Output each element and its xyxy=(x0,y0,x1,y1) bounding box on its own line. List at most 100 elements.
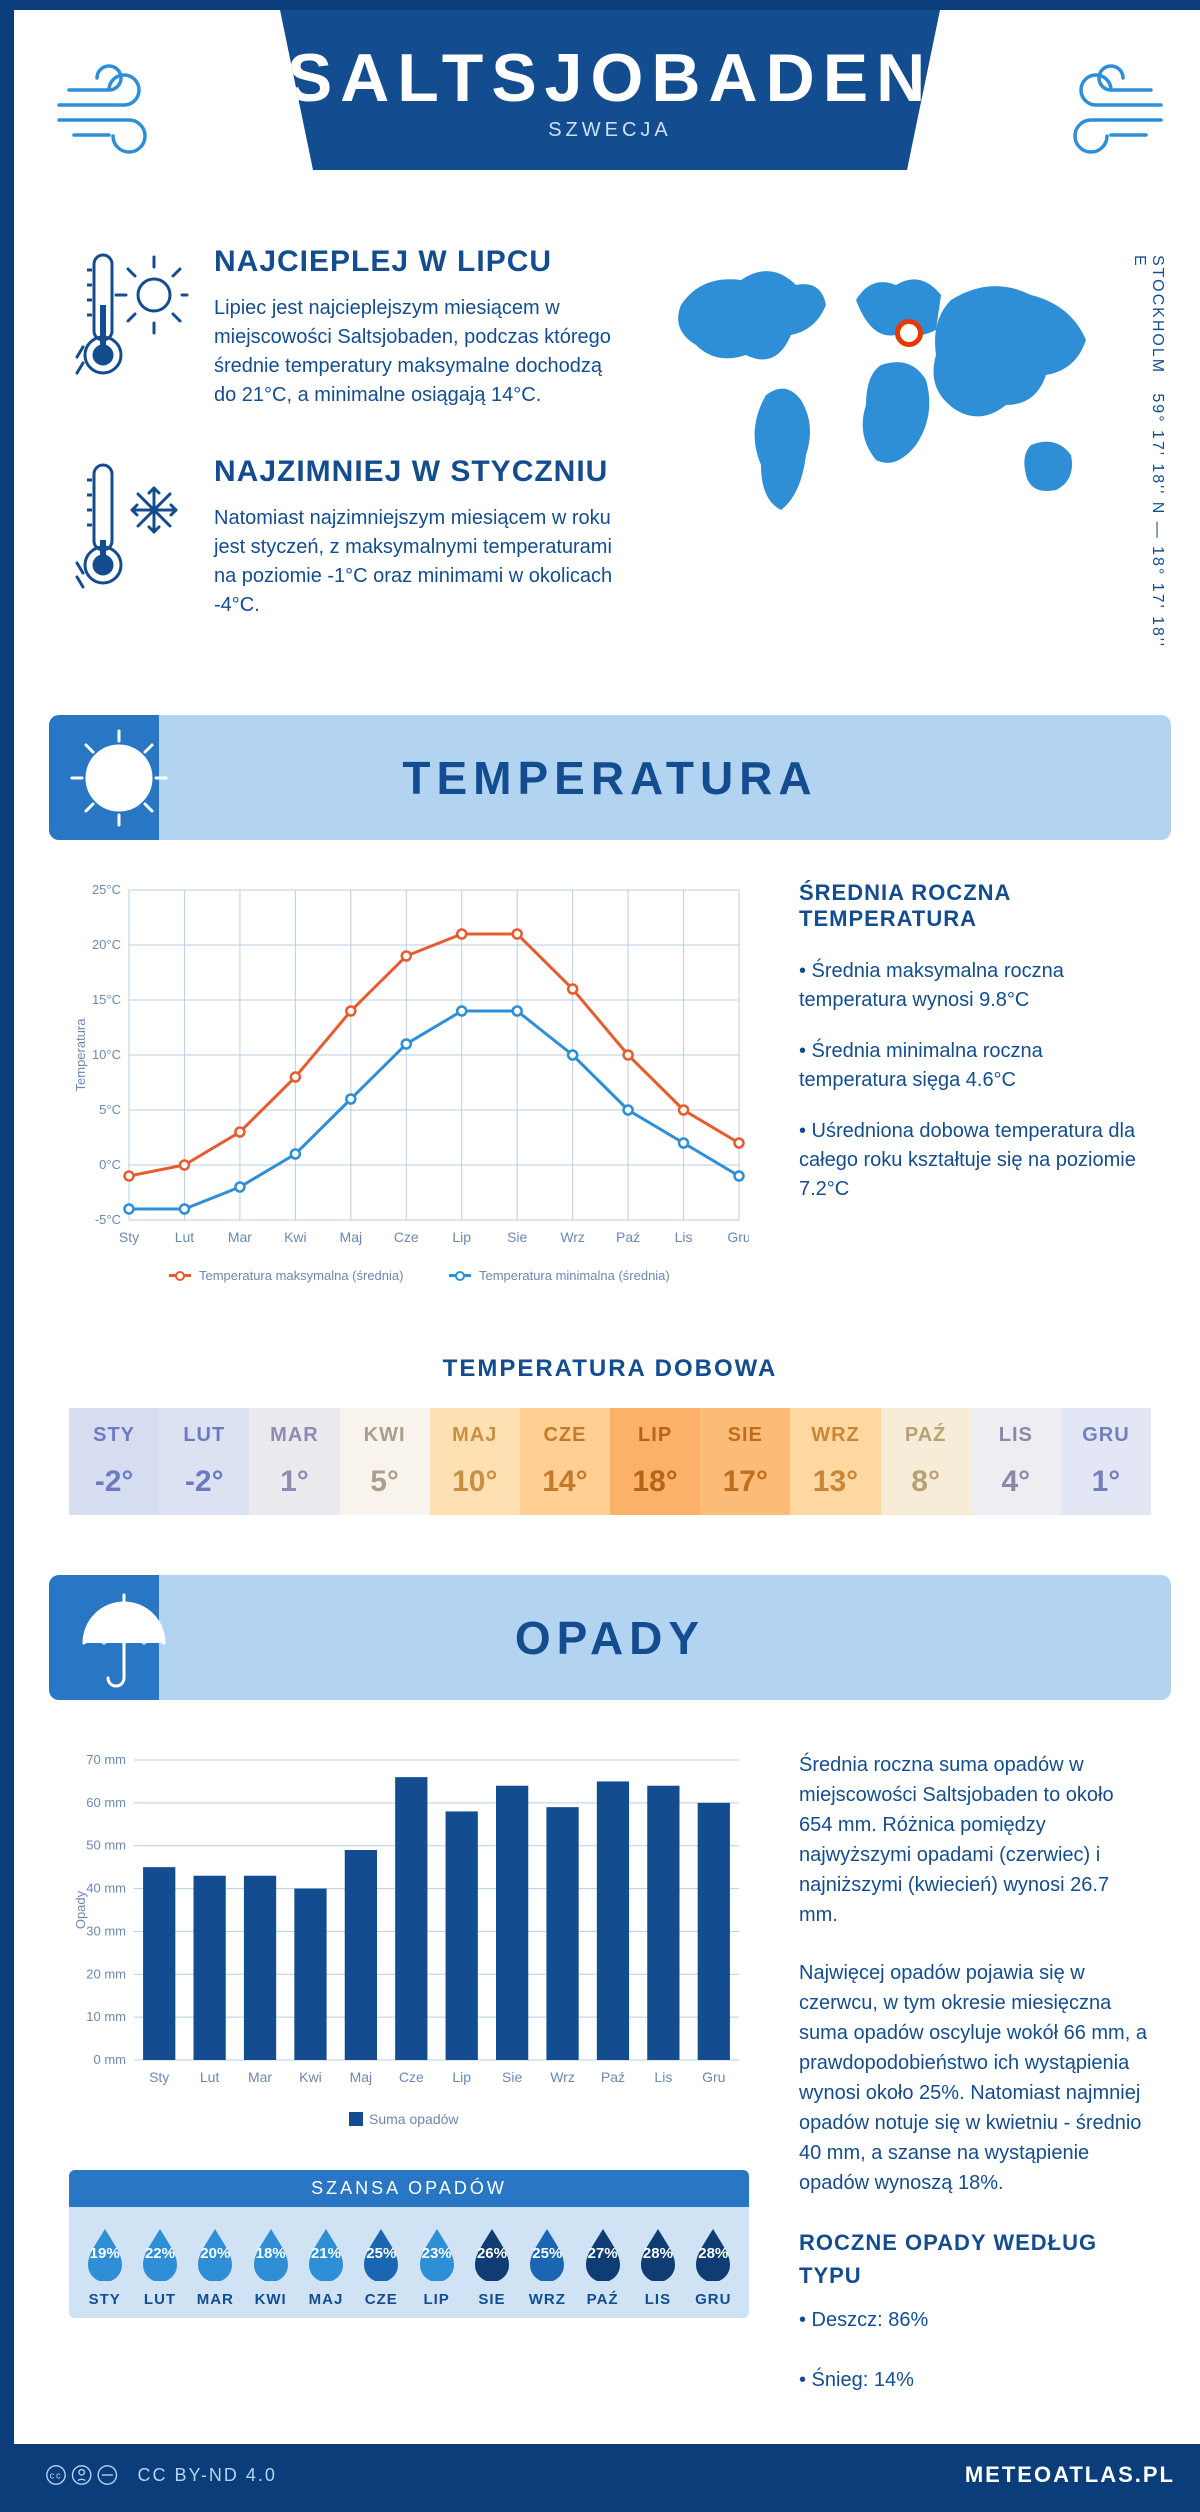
daily-cell: STY-2° xyxy=(69,1408,159,1515)
chance-item: 20%MAR xyxy=(188,2225,243,2308)
svg-text:cc: cc xyxy=(50,2471,63,2481)
precip-header: OPADY xyxy=(49,1575,1171,1700)
svg-text:Mar: Mar xyxy=(228,1229,252,1245)
avg-temp-line: • Uśredniona dobowa temperatura dla całe… xyxy=(799,1117,1151,1204)
wind-icon xyxy=(49,60,179,160)
svg-text:25°C: 25°C xyxy=(92,882,121,897)
warm-text: Lipiec jest najcieplejszym miesiącem w m… xyxy=(214,294,621,410)
thermometer-sun-icon xyxy=(69,245,189,410)
cc-icon: cc xyxy=(45,2464,128,2486)
svg-text:Cze: Cze xyxy=(399,2069,424,2085)
daily-cell: WRZ13° xyxy=(790,1408,880,1515)
svg-text:0 mm: 0 mm xyxy=(94,2052,127,2067)
daily-temp-title: TEMPERATURA DOBOWA xyxy=(14,1355,1200,1383)
svg-text:Sie: Sie xyxy=(507,1229,527,1245)
svg-text:60 mm: 60 mm xyxy=(86,1795,126,1810)
svg-text:70 mm: 70 mm xyxy=(86,1752,126,1767)
daily-cell: GRU1° xyxy=(1061,1408,1151,1515)
daily-cell: MAJ10° xyxy=(430,1408,520,1515)
umbrella-icon xyxy=(64,1583,174,1693)
chance-item: 25%CZE xyxy=(354,2225,409,2308)
svg-text:Kwi: Kwi xyxy=(284,1229,307,1245)
svg-text:Sty: Sty xyxy=(149,2069,169,2085)
svg-text:20 mm: 20 mm xyxy=(86,1966,126,1981)
svg-text:Temperatura maksymalna (średni: Temperatura maksymalna (średnia) xyxy=(199,1268,403,1283)
svg-text:-5°C: -5°C xyxy=(95,1212,121,1227)
svg-text:50 mm: 50 mm xyxy=(86,1838,126,1853)
chance-item: 28%LIS xyxy=(630,2225,685,2308)
svg-text:Cze: Cze xyxy=(394,1229,419,1245)
svg-text:10°C: 10°C xyxy=(92,1047,121,1062)
precip-p1: Średnia roczna suma opadów w miejscowośc… xyxy=(799,1750,1151,1930)
svg-text:Lut: Lut xyxy=(200,2069,220,2085)
svg-text:Lip: Lip xyxy=(452,2069,471,2085)
svg-text:Temperatura: Temperatura xyxy=(73,1018,88,1092)
svg-text:Lis: Lis xyxy=(675,1229,693,1245)
country: SZWECJA xyxy=(548,119,672,142)
precip-title: OPADY xyxy=(515,1611,705,1665)
svg-text:30 mm: 30 mm xyxy=(86,1923,126,1938)
warm-title: NAJCIEPLEJ W LIPCU xyxy=(214,245,621,279)
chance-item: 28%GRU xyxy=(686,2225,741,2308)
temperature-title: TEMPERATURA xyxy=(402,751,817,805)
precip-type-line: • Deszcz: 86% xyxy=(799,2304,1151,2336)
cold-fact: NAJZIMNIEJ W STYCZNIU Natomiast najzimni… xyxy=(69,455,621,620)
avg-temp-title: ŚREDNIA ROCZNA TEMPERATURA xyxy=(799,880,1151,932)
svg-text:40 mm: 40 mm xyxy=(86,1881,126,1896)
chance-item: 19%STY xyxy=(77,2225,132,2308)
svg-text:Lip: Lip xyxy=(452,1229,471,1245)
svg-text:Mar: Mar xyxy=(248,2069,272,2085)
daily-cell: SIE17° xyxy=(700,1408,790,1515)
city-name: SALTSJOBADEN xyxy=(287,39,933,117)
warm-fact: NAJCIEPLEJ W LIPCU Lipiec jest najcieple… xyxy=(69,245,621,410)
svg-text:Opady: Opady xyxy=(73,1890,88,1929)
daily-temp-table: STY-2°LUT-2°MAR1°KWI5°MAJ10°CZE14°LIP18°… xyxy=(69,1408,1151,1515)
svg-text:Temperatura minimalna (średnia: Temperatura minimalna (średnia) xyxy=(479,1268,670,1283)
svg-text:Gru: Gru xyxy=(702,2069,725,2085)
svg-text:Wrz: Wrz xyxy=(550,2069,575,2085)
header: SALTSJOBADEN SZWECJA xyxy=(14,10,1200,225)
svg-text:Suma opadów: Suma opadów xyxy=(369,2111,459,2127)
precip-type-title: ROCZNE OPADY WEDŁUG TYPU xyxy=(799,2226,1151,2292)
svg-text:Paź: Paź xyxy=(616,1229,640,1245)
svg-text:10 mm: 10 mm xyxy=(86,2009,126,2024)
svg-text:15°C: 15°C xyxy=(92,992,121,1007)
svg-text:0°C: 0°C xyxy=(99,1157,121,1172)
site-name: METEOATLAS.PL xyxy=(965,2462,1175,2488)
cold-title: NAJZIMNIEJ W STYCZNIU xyxy=(214,455,621,489)
chance-item: 26%SIE xyxy=(464,2225,519,2308)
avg-temp-line: • Średnia minimalna roczna temperatura s… xyxy=(799,1037,1151,1095)
daily-cell: CZE14° xyxy=(520,1408,610,1515)
chance-item: 22%LUT xyxy=(132,2225,187,2308)
avg-temp-line: • Średnia maksymalna roczna temperatura … xyxy=(799,957,1151,1015)
cold-text: Natomiast najzimniejszym miesiącem w rok… xyxy=(214,504,621,620)
chance-item: 18%KWI xyxy=(243,2225,298,2308)
svg-text:Gru: Gru xyxy=(727,1229,749,1245)
svg-text:Paź: Paź xyxy=(601,2069,625,2085)
svg-text:Maj: Maj xyxy=(340,1229,363,1245)
chance-item: 21%MAJ xyxy=(298,2225,353,2308)
temperature-chart: -5°C0°C5°C10°C15°C20°C25°CStyLutMarKwiMa… xyxy=(69,880,749,1305)
chance-title: SZANSA OPADÓW xyxy=(69,2170,749,2207)
precip-type-line: • Śnieg: 14% xyxy=(799,2364,1151,2396)
svg-text:5°C: 5°C xyxy=(99,1102,121,1117)
wind-icon xyxy=(1041,60,1171,160)
svg-text:Lut: Lut xyxy=(175,1229,195,1245)
daily-cell: KWI5° xyxy=(340,1408,430,1515)
svg-text:Sie: Sie xyxy=(502,2069,522,2085)
thermometer-snow-icon xyxy=(69,455,189,620)
svg-text:Sty: Sty xyxy=(119,1229,139,1245)
page: SALTSJOBADEN SZWECJA NAJCIEPLEJ W LIPCU … xyxy=(10,10,1200,2502)
chance-item: 27%PAŹ xyxy=(575,2225,630,2308)
chance-item: 23%LIP xyxy=(409,2225,464,2308)
intro-section: NAJCIEPLEJ W LIPCU Lipiec jest najcieple… xyxy=(14,225,1200,715)
sun-icon xyxy=(64,723,174,833)
chance-grid: 19%STY22%LUT20%MAR18%KWI21%MAJ25%CZE23%L… xyxy=(69,2207,749,2318)
svg-text:Lis: Lis xyxy=(654,2069,672,2085)
daily-cell: LIP18° xyxy=(610,1408,700,1515)
coordinates: STOCKHOLM 59° 17' 18'' N — 18° 17' 18'' … xyxy=(1130,255,1166,665)
temperature-header: TEMPERATURA xyxy=(49,715,1171,840)
daily-cell: MAR1° xyxy=(249,1408,339,1515)
precip-p2: Najwięcej opadów pojawia się w czerwcu, … xyxy=(799,1958,1151,2198)
svg-text:Maj: Maj xyxy=(350,2069,373,2085)
